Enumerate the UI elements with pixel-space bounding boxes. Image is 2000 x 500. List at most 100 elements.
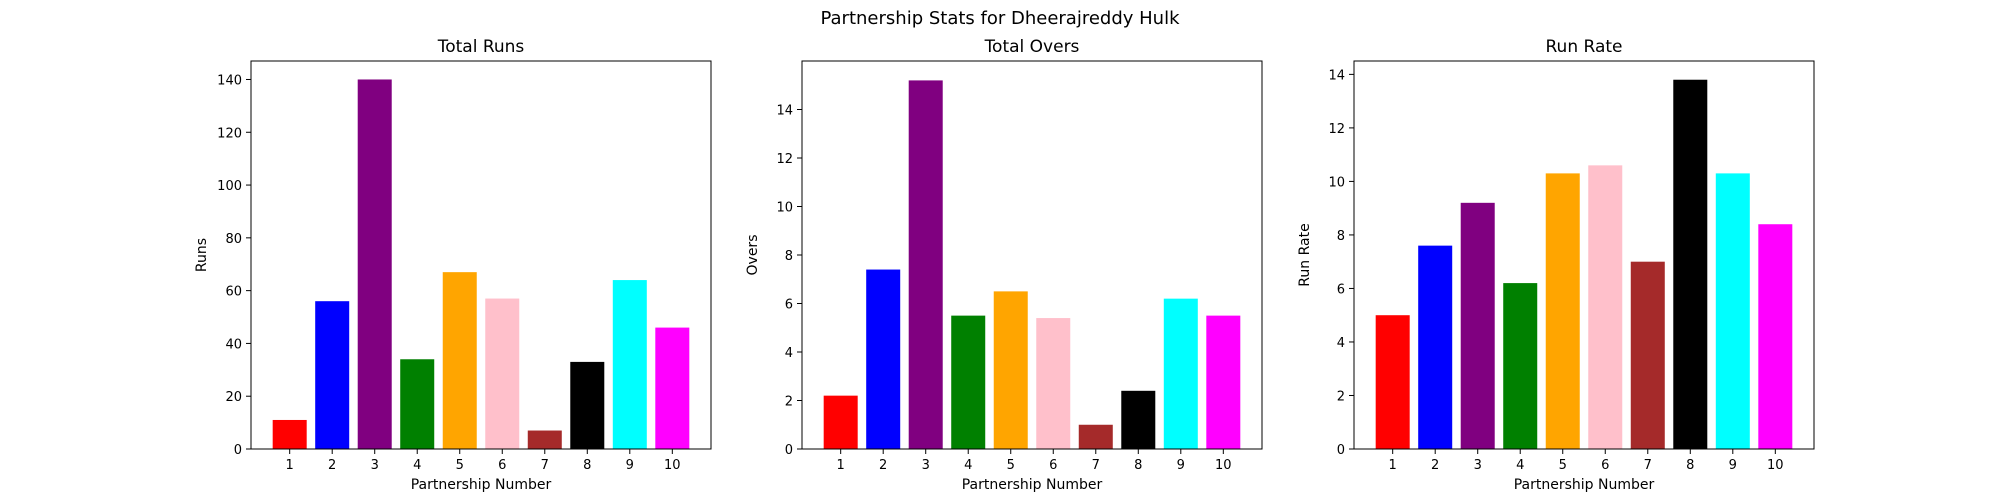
y-tick-label: 4 — [1337, 336, 1345, 351]
x-tick-label: 5 — [456, 458, 464, 473]
y-tick-label: 14 — [776, 104, 793, 119]
bar-6 — [1588, 165, 1623, 449]
bar-5 — [442, 272, 477, 449]
y-tick-label: 14 — [1328, 68, 1345, 83]
bar-3 — [1460, 202, 1495, 449]
y-tick-label: 40 — [225, 337, 242, 352]
x-tick-label: 4 — [1516, 458, 1524, 473]
x-axis-label: Partnership Number — [411, 477, 552, 493]
bar-4 — [1503, 283, 1538, 449]
x-tick-label: 8 — [583, 458, 591, 473]
x-tick-label: 8 — [1686, 458, 1694, 473]
y-axis-label: Runs — [194, 238, 210, 272]
x-axis-label: Partnership Number — [962, 477, 1103, 493]
x-axis-label: Partnership Number — [1514, 477, 1655, 493]
bar-7 — [1630, 261, 1665, 449]
bar-1 — [1375, 315, 1410, 449]
y-tick-label: 140 — [217, 73, 242, 88]
y-tick-label: 8 — [785, 249, 793, 264]
y-axis-label: Run Rate — [1297, 223, 1313, 286]
x-tick-label: 9 — [1177, 458, 1185, 473]
chart-title: Total Runs — [437, 37, 525, 57]
bar-5 — [1545, 173, 1580, 449]
bar-9 — [1163, 298, 1198, 449]
bar-3 — [908, 80, 943, 450]
x-tick-label: 1 — [1389, 458, 1397, 473]
x-tick-label: 2 — [328, 458, 336, 473]
y-axis-label: Overs — [745, 235, 761, 276]
y-tick-label: 10 — [776, 201, 793, 216]
x-tick-label: 6 — [498, 458, 506, 473]
bar-2 — [866, 269, 901, 449]
x-tick-label: 1 — [837, 458, 845, 473]
bar-6 — [1036, 318, 1071, 449]
y-tick-label: 20 — [225, 390, 242, 405]
y-tick-label: 6 — [785, 298, 793, 313]
bar-10 — [1206, 315, 1241, 449]
bar-7 — [527, 430, 562, 449]
bar-8 — [1673, 79, 1708, 450]
x-tick-label: 6 — [1601, 458, 1609, 473]
chart-total-runs: Total Runs Partnership Number Runs 1 2 3 4 5… — [194, 37, 712, 493]
y-tick-label: 4 — [785, 346, 793, 361]
y-tick-label: 8 — [1337, 229, 1345, 244]
x-tick-label: 2 — [1431, 458, 1439, 473]
x-tick-label: 1 — [286, 458, 294, 473]
chart-title: Total Overs — [984, 37, 1080, 57]
y-tick-label: 60 — [225, 285, 242, 300]
bar-9 — [1715, 173, 1750, 449]
y-tick-label: 80 — [225, 232, 242, 247]
bar-6 — [485, 298, 520, 449]
figure-suptitle: Partnership Stats for Dheerajreddy Hulk — [820, 8, 1180, 29]
x-tick-label: 5 — [1559, 458, 1567, 473]
bar-9 — [612, 280, 647, 449]
x-tick-label: 8 — [1134, 458, 1142, 473]
y-tick-label: 100 — [217, 179, 242, 194]
x-tick-label: 9 — [626, 458, 634, 473]
bar-1 — [823, 395, 858, 449]
x-tick-label: 10 — [1767, 458, 1784, 473]
y-tick-label: 0 — [234, 443, 242, 458]
y-tick-label: 2 — [785, 395, 793, 410]
bar-7 — [1078, 424, 1113, 449]
y-tick-label: 0 — [1337, 443, 1345, 458]
x-tick-label: 2 — [879, 458, 887, 473]
y-tick-label: 12 — [776, 152, 793, 167]
x-tick-label: 3 — [922, 458, 930, 473]
x-tick-label: 5 — [1007, 458, 1015, 473]
x-tick-label: 3 — [371, 458, 379, 473]
bar-10 — [655, 327, 690, 449]
bar-5 — [993, 291, 1028, 449]
y-tick-label: 2 — [1337, 389, 1345, 404]
chart-title: Run Rate — [1546, 37, 1623, 57]
x-tick-label: 9 — [1729, 458, 1737, 473]
bar-4 — [951, 315, 986, 449]
bar-3 — [357, 79, 392, 449]
x-tick-label: 4 — [413, 458, 421, 473]
y-tick-label: 12 — [1328, 122, 1345, 137]
bar-2 — [1418, 245, 1453, 449]
plot-frame — [1353, 60, 1815, 450]
x-tick-label: 7 — [1644, 458, 1652, 473]
plot-frame — [250, 60, 712, 450]
bar-8 — [570, 361, 605, 449]
bar-10 — [1758, 224, 1793, 449]
bar-8 — [1121, 390, 1156, 449]
bar-4 — [400, 359, 435, 449]
y-tick-label: 0 — [785, 443, 793, 458]
x-tick-label: 7 — [541, 458, 549, 473]
y-tick-label: 6 — [1337, 282, 1345, 297]
y-tick-label: 10 — [1328, 175, 1345, 190]
x-tick-label: 4 — [964, 458, 972, 473]
x-tick-label: 3 — [1474, 458, 1482, 473]
x-tick-label: 10 — [664, 458, 681, 473]
x-tick-label: 10 — [1215, 458, 1232, 473]
x-tick-label: 7 — [1092, 458, 1100, 473]
bar-2 — [315, 301, 350, 449]
x-tick-label: 6 — [1049, 458, 1057, 473]
bar-1 — [272, 419, 307, 449]
y-tick-label: 120 — [217, 126, 242, 141]
